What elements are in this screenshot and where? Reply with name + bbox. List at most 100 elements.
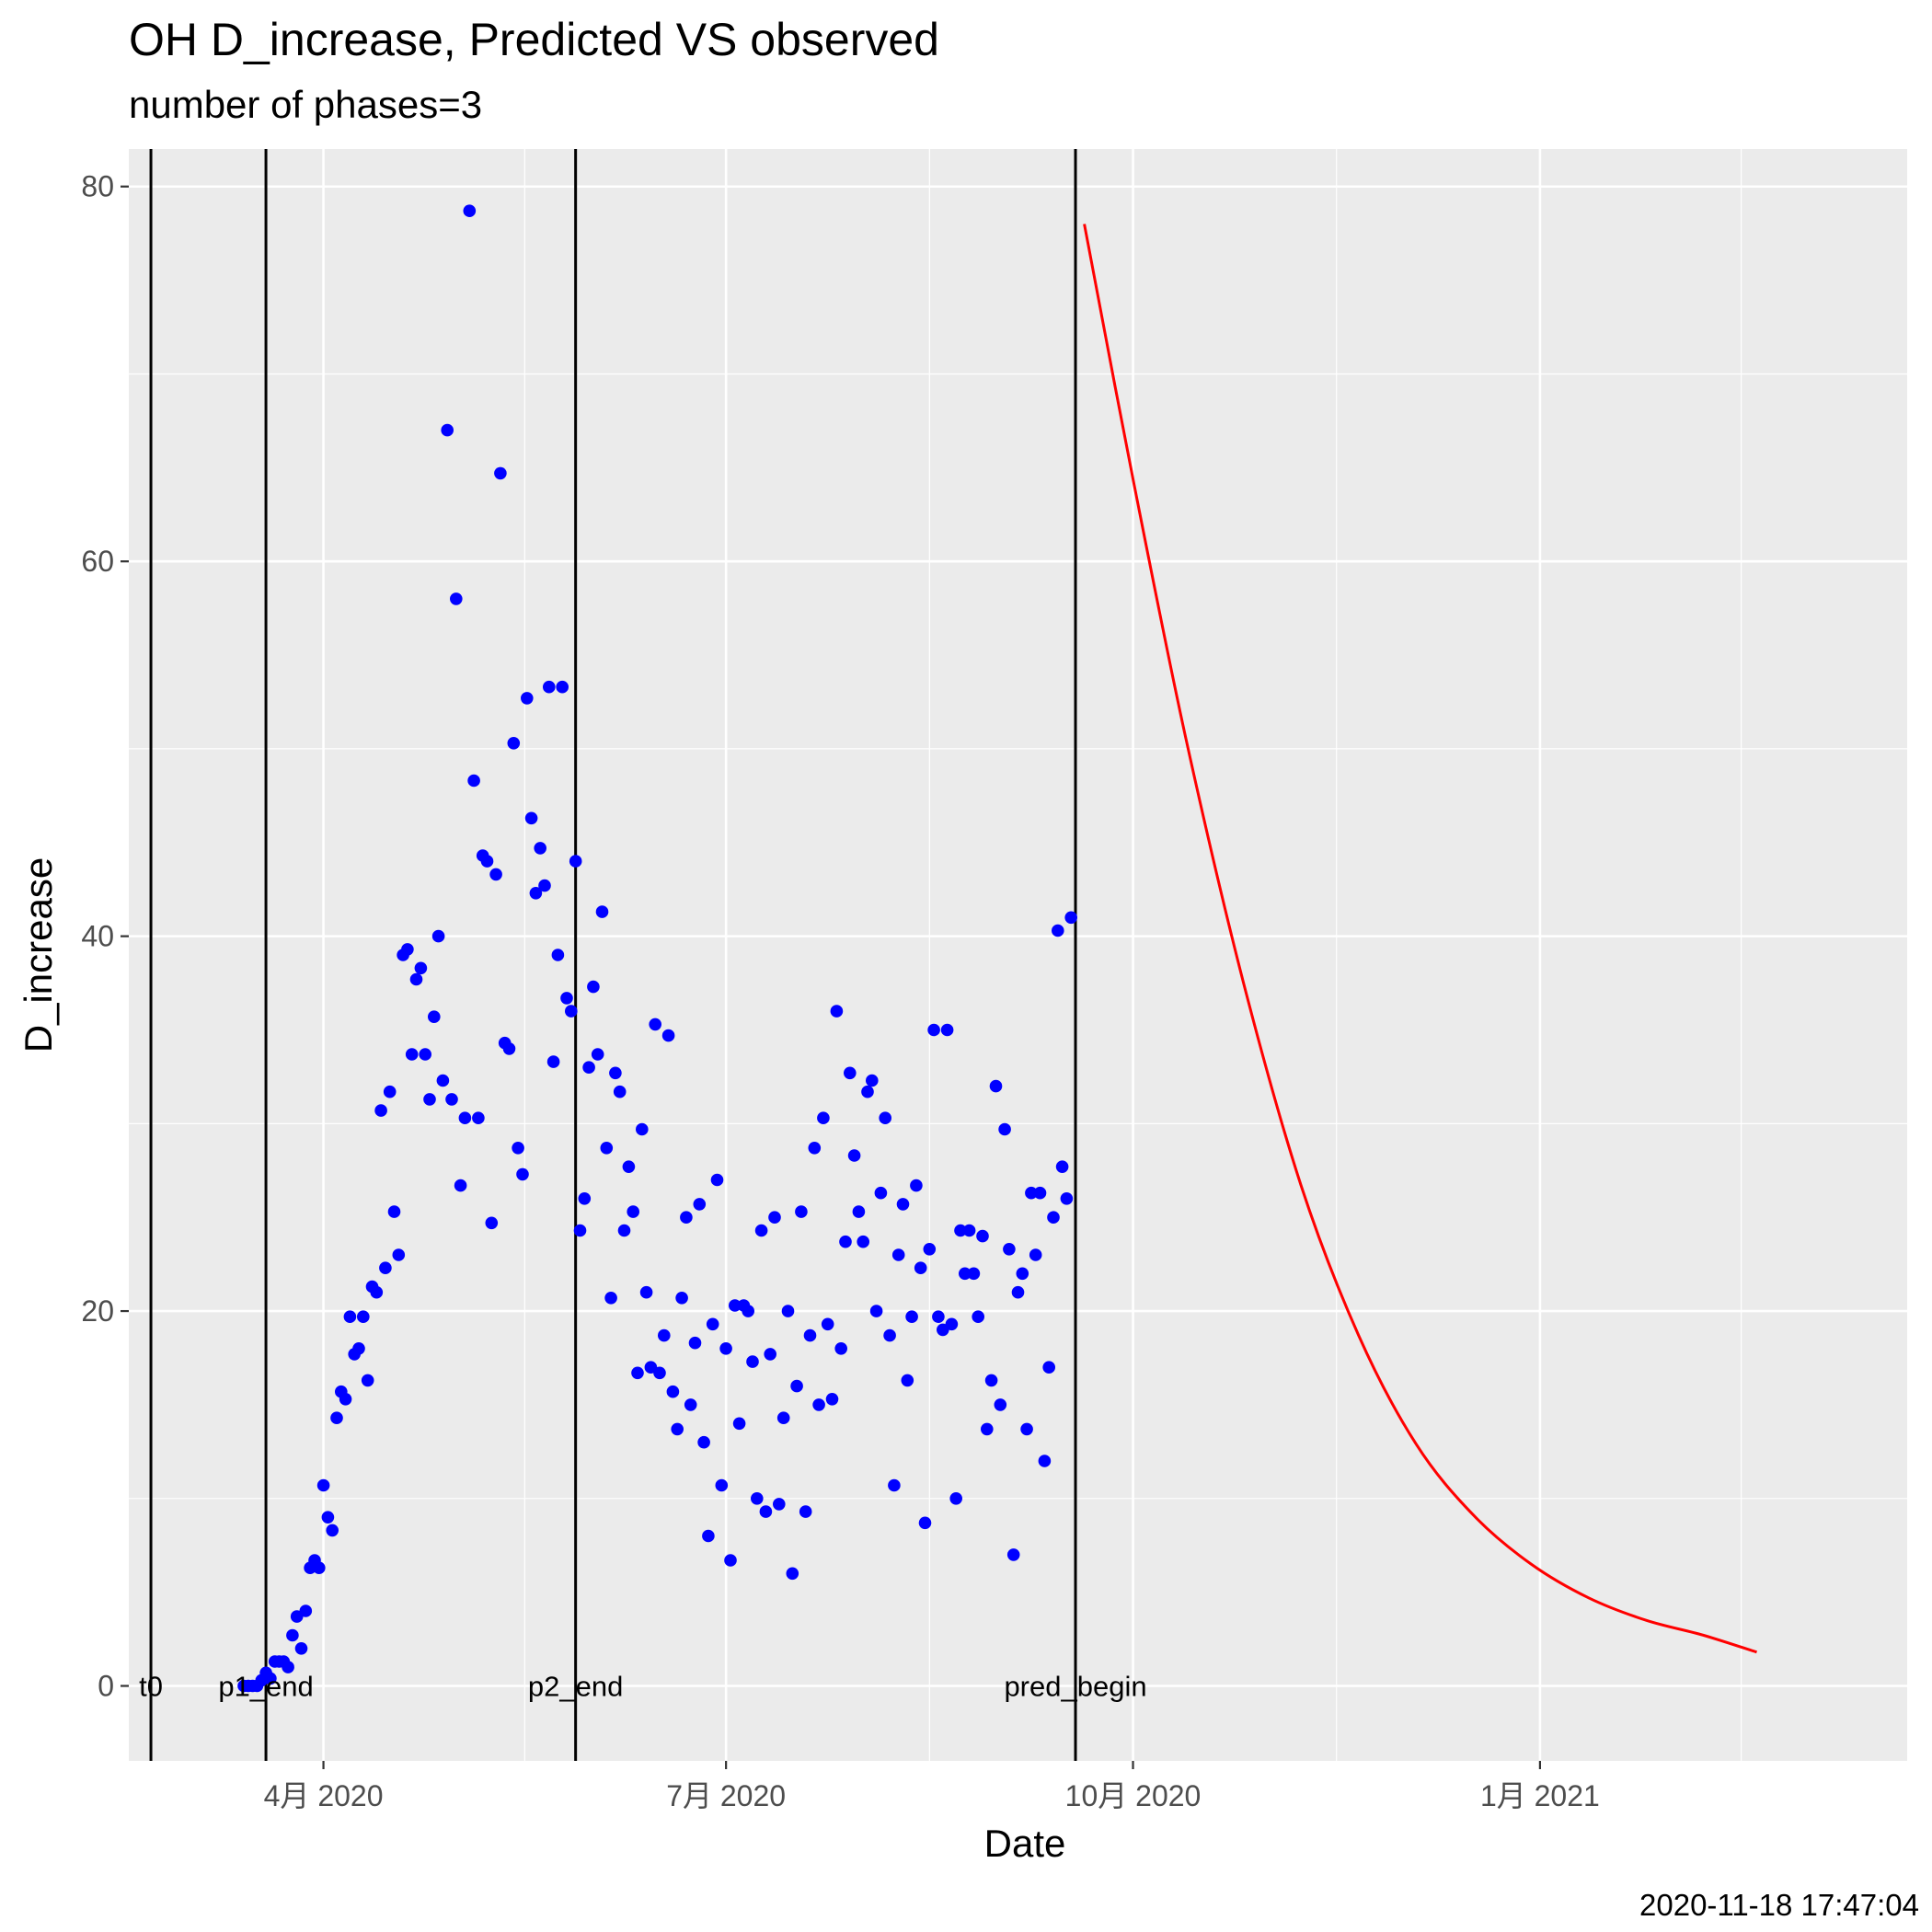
- observed-point: [294, 1642, 308, 1655]
- observed-point: [409, 972, 423, 986]
- observed-point: [998, 1122, 1011, 1136]
- observed-point: [627, 1205, 639, 1218]
- observed-point: [330, 1411, 343, 1424]
- observed-point: [361, 1374, 374, 1387]
- observed-point: [631, 1366, 644, 1380]
- observed-point: [467, 774, 480, 788]
- observed-point: [874, 1186, 888, 1200]
- observed-point: [834, 1342, 847, 1355]
- observed-point: [604, 1292, 617, 1305]
- observed-point: [374, 1104, 387, 1117]
- observed-point: [414, 961, 428, 975]
- observed-point: [1055, 1160, 1069, 1173]
- observed-point: [790, 1379, 803, 1393]
- observed-point: [666, 1385, 680, 1398]
- observed-point: [1016, 1267, 1029, 1281]
- observed-point: [591, 1048, 604, 1061]
- observed-point: [901, 1374, 914, 1387]
- observed-point: [693, 1198, 707, 1211]
- observed-point: [436, 1074, 450, 1087]
- observed-point: [776, 1411, 790, 1424]
- observed-point: [569, 855, 582, 868]
- observed-point: [401, 943, 414, 956]
- observed-point: [857, 1235, 869, 1248]
- observed-point: [502, 1042, 516, 1055]
- observed-point: [940, 1023, 954, 1037]
- observed-point: [994, 1398, 1007, 1411]
- observed-point: [896, 1198, 910, 1211]
- observed-point: [869, 1305, 883, 1317]
- y-tick-label: 60: [81, 545, 114, 578]
- observed-point: [1064, 911, 1077, 925]
- y-tick-label: 20: [81, 1294, 114, 1328]
- observed-point: [480, 855, 494, 868]
- observed-point: [927, 1023, 940, 1037]
- observed-point: [472, 1111, 485, 1124]
- chart-caption: 2020-11-18 17:47:04: [1639, 1888, 1919, 1922]
- observed-point: [945, 1317, 959, 1331]
- observed-point: [773, 1498, 786, 1511]
- y-tick-label: 40: [81, 920, 114, 953]
- x-axis-title: Date: [984, 1822, 1066, 1865]
- observed-point: [918, 1516, 932, 1530]
- observed-point: [967, 1267, 981, 1281]
- observed-point: [706, 1317, 719, 1331]
- y-axis: 0 20 40 60 80: [81, 170, 129, 1703]
- observed-point: [742, 1305, 754, 1317]
- plot-panel: [129, 149, 1907, 1761]
- observed-point: [759, 1505, 773, 1518]
- observed-point: [808, 1142, 822, 1155]
- observed-point: [910, 1179, 923, 1192]
- observed-point: [844, 1066, 857, 1080]
- x-tick-label: 10月 2020: [1065, 1779, 1202, 1812]
- observed-point: [932, 1310, 945, 1323]
- observed-point: [795, 1205, 808, 1218]
- observed-point: [357, 1310, 370, 1323]
- observed-point: [746, 1355, 759, 1368]
- observed-point: [560, 992, 573, 1005]
- y-tick-label: 80: [81, 170, 114, 203]
- observed-point: [512, 1142, 524, 1155]
- observed-point: [387, 1205, 401, 1218]
- vline-label: pred_begin: [1004, 1671, 1146, 1703]
- observed-point: [636, 1122, 649, 1136]
- observed-point: [1006, 1548, 1020, 1561]
- observed-point: [812, 1398, 825, 1411]
- predicted-line: [1083, 224, 1757, 1654]
- observed-point: [658, 1328, 671, 1342]
- observed-point: [891, 1248, 905, 1261]
- observed-point: [959, 1267, 972, 1281]
- vline-label: p2_end: [528, 1671, 623, 1703]
- observed-point: [981, 1422, 994, 1436]
- vline-label: p1_end: [218, 1671, 313, 1703]
- observed-point: [905, 1310, 918, 1323]
- x-tick-label: 1月 2021: [1480, 1779, 1600, 1812]
- chart-title: OH D_increase, Predicted VS observed: [129, 14, 939, 65]
- observed-point: [617, 1224, 631, 1237]
- observed-point: [264, 1672, 277, 1685]
- observed-point: [494, 466, 507, 480]
- observed-point: [538, 879, 551, 892]
- observed-point: [454, 1179, 467, 1192]
- observed-point: [847, 1149, 861, 1162]
- y-axis-title: D_increase: [17, 857, 60, 1052]
- observed-point: [313, 1561, 326, 1574]
- observed-point: [565, 1005, 578, 1018]
- observed-point: [551, 949, 565, 961]
- observed-point: [286, 1628, 299, 1642]
- predicted-curve: [1083, 224, 1757, 1654]
- observed-point: [543, 680, 556, 694]
- observed-point: [923, 1243, 937, 1256]
- observed-point: [1011, 1285, 1025, 1299]
- observed-point: [671, 1422, 684, 1436]
- observed-point: [326, 1524, 339, 1537]
- grid-minor: [129, 149, 1907, 1761]
- observed-point: [419, 1048, 432, 1061]
- observed-point: [879, 1111, 891, 1124]
- observed-point: [316, 1478, 330, 1492]
- observed-point: [582, 1061, 595, 1074]
- observed-point: [684, 1398, 697, 1411]
- observed-point: [861, 1085, 874, 1098]
- observed-point: [521, 692, 534, 705]
- x-tick-label: 7月 2020: [666, 1779, 786, 1812]
